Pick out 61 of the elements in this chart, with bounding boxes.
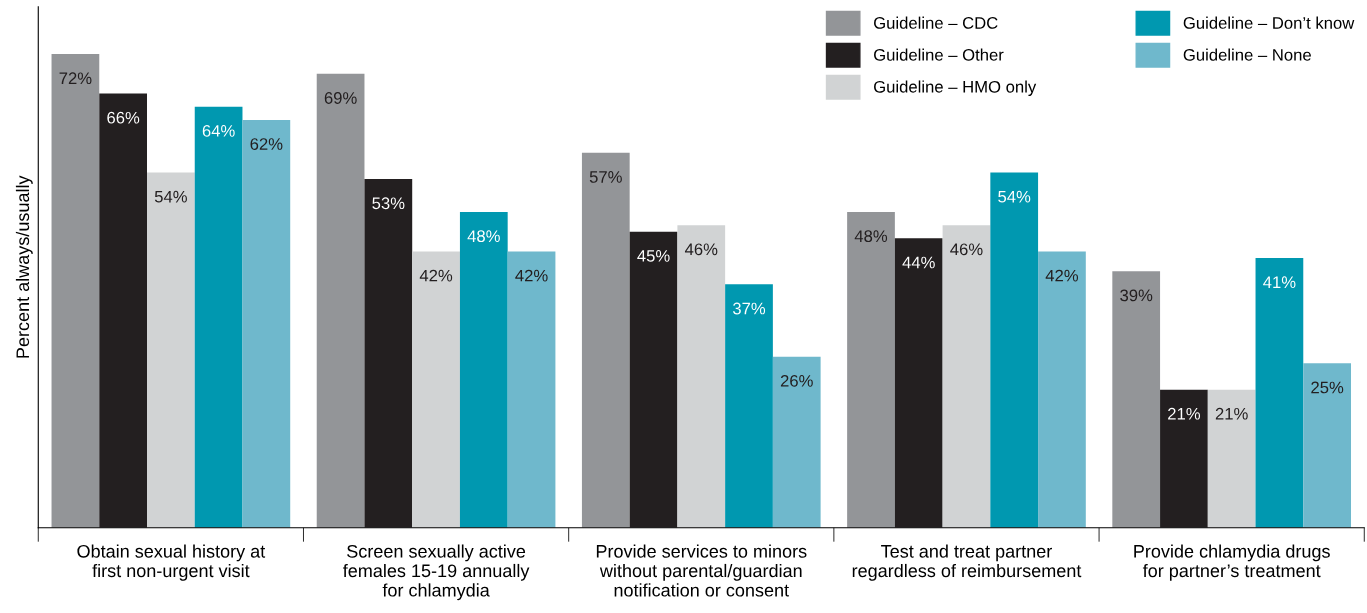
x-tick-label: Provide chlamydia drugs for partner’s treatment — [1134, 544, 1330, 581]
data-label: 21% — [1215, 407, 1248, 420]
data-label: 69% — [324, 92, 357, 104]
data-label: 44% — [902, 256, 935, 269]
bar — [1112, 271, 1161, 528]
data-label: 26% — [780, 374, 813, 387]
bar — [942, 225, 991, 528]
data-label: 46% — [684, 243, 718, 256]
bar — [990, 172, 1039, 528]
legend-label: Guideline – None — [1183, 48, 1311, 61]
bar — [581, 152, 630, 528]
bar — [459, 212, 508, 528]
bar — [1038, 251, 1086, 528]
bar — [242, 119, 291, 528]
legend-label: Guideline – Other — [874, 48, 1004, 61]
bar — [772, 356, 821, 528]
data-label: 46% — [950, 243, 983, 256]
bar — [1255, 258, 1304, 528]
data-label: 21% — [1168, 407, 1201, 420]
x-tick-label: Screen sexually active females 15-19 annually for chlamydia — [342, 544, 530, 601]
data-label: 42% — [419, 269, 453, 282]
bar — [894, 238, 943, 528]
bar — [725, 284, 773, 528]
data-label: 42% — [1045, 269, 1079, 282]
bar — [316, 73, 365, 528]
legend-label: Guideline – CDC — [874, 16, 998, 29]
bar — [677, 225, 726, 528]
bar — [1160, 389, 1208, 528]
bar — [99, 93, 148, 528]
bar — [412, 251, 460, 528]
data-label: 72% — [59, 72, 92, 85]
bar — [147, 172, 195, 528]
data-label: 37% — [732, 302, 766, 315]
bar — [194, 106, 243, 528]
data-label: 64% — [202, 124, 235, 137]
x-tick-label: Obtain sexual history at first non-urgent visit — [77, 544, 266, 581]
data-label: 48% — [467, 230, 500, 243]
data-label: 54% — [998, 190, 1031, 203]
x-tick-label: Test and treat partner regardless of reimbursement — [852, 544, 1082, 581]
data-label: 54% — [154, 190, 187, 203]
bar — [1207, 389, 1256, 528]
data-label: 41% — [1263, 276, 1296, 289]
data-label: 42% — [515, 269, 548, 282]
data-label: 62% — [250, 138, 283, 150]
bar — [629, 231, 678, 528]
data-label: 53% — [372, 197, 405, 210]
bar — [364, 179, 413, 528]
data-label: 25% — [1311, 381, 1344, 394]
x-tick-label: Provide services to minors without parental/guardian notification or consent — [596, 544, 807, 597]
data-label: 57% — [589, 171, 622, 183]
data-label: 48% — [854, 230, 888, 243]
data-label: 66% — [107, 111, 140, 124]
data-label: 39% — [1120, 289, 1153, 302]
bar — [507, 251, 556, 528]
bar — [51, 54, 100, 528]
legend-label: Guideline – Don’t know — [1183, 16, 1355, 29]
bar — [1303, 363, 1352, 528]
legend-label: Guideline – HMO only — [874, 80, 1037, 96]
y-axis-title: Percent always/usually — [15, 175, 33, 358]
bar — [847, 212, 895, 528]
data-label: 45% — [637, 250, 670, 262]
